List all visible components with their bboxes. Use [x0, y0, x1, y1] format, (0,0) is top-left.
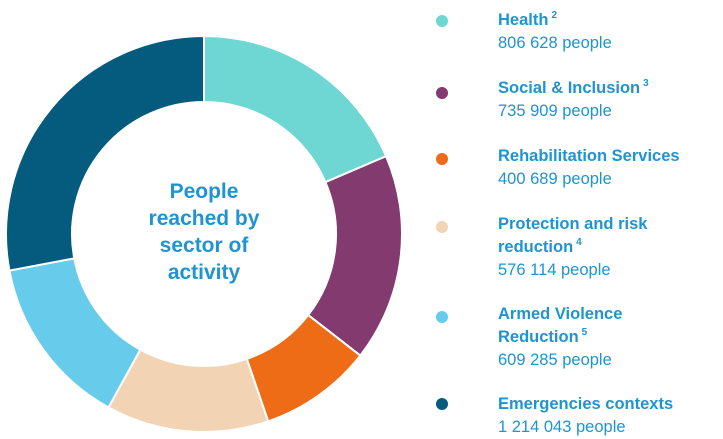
legend-value: 576 114 people — [498, 261, 611, 279]
legend-swatch — [436, 221, 448, 233]
donut-chart — [5, 34, 403, 433]
chart-title-line: activity — [167, 261, 241, 284]
donut-chart-area: People reached by sector of activity — [5, 34, 403, 433]
legend-swatch — [436, 398, 448, 410]
footnote-marker: 3 — [643, 78, 649, 89]
chart-title-line: People — [169, 180, 239, 203]
legend-label: Rehabilitation Services — [498, 147, 680, 165]
legend-swatch — [436, 87, 448, 99]
chart-title-line: sector of — [159, 234, 249, 257]
footnote-marker: 5 — [581, 327, 588, 338]
legend-value: 609 285 people — [498, 351, 612, 369]
legend-label: Emergencies contexts — [498, 395, 674, 413]
chart-center-title: People reached by sector of activity — [133, 178, 275, 286]
footnote-marker: 2 — [551, 10, 557, 21]
legend-swatch — [436, 15, 448, 27]
legend-value: 806 628 people — [498, 34, 612, 52]
legend-label: Protection and risk reduction 4 — [498, 215, 648, 256]
donut-slice-armed-violence-reduction — [8, 257, 142, 409]
chart-title-line: reached by — [148, 207, 260, 230]
legend-label: Health 2 — [498, 10, 557, 30]
legend-swatch — [436, 311, 448, 323]
legend-label: Social & Inclusion 3 — [498, 78, 649, 98]
donut-slice-emergencies-contexts — [5, 34, 205, 272]
chart-legend: Health 2 806 628 people Social & Inclusio… — [436, 0, 723, 439]
donut-slice-health — [203, 34, 388, 184]
legend-value: 735 909 people — [498, 102, 612, 120]
footnote-marker: 4 — [576, 237, 582, 248]
legend-value: 400 689 people — [498, 170, 612, 188]
legend-label: Armed Violence Reduction 5 — [498, 305, 623, 346]
legend-swatch — [436, 153, 448, 165]
legend-value: 1 214 043 people — [498, 418, 626, 436]
